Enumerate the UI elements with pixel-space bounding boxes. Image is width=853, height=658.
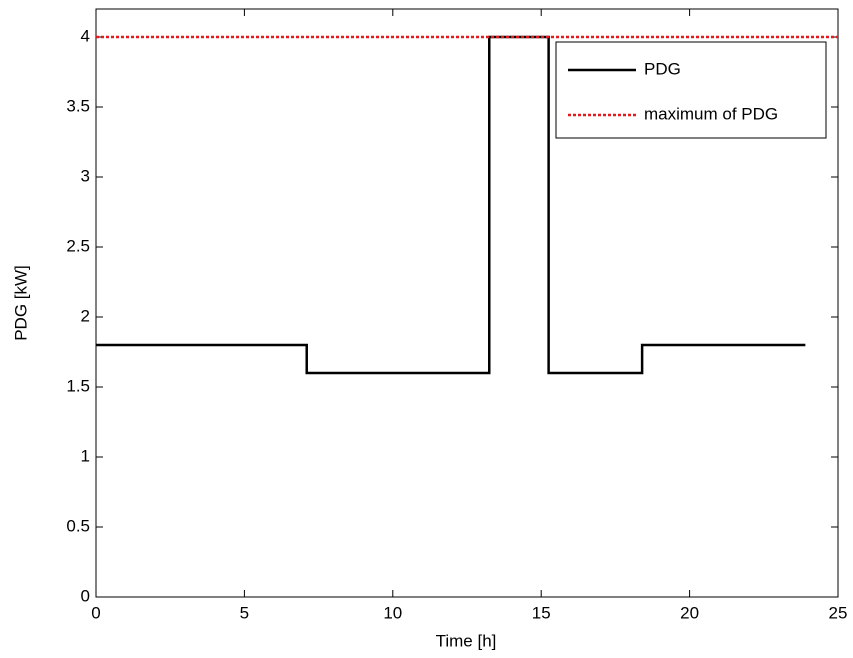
y-tick-label: 0.5 <box>66 516 90 535</box>
legend-label: maximum of PDG <box>644 104 778 123</box>
x-tick-label: 5 <box>240 603 249 622</box>
y-tick-label: 1 <box>81 446 90 465</box>
legend-label: PDG <box>644 59 681 78</box>
x-tick-label: 10 <box>383 603 402 622</box>
y-tick-label: 0 <box>81 586 90 605</box>
y-tick-label: 4 <box>81 26 90 45</box>
x-tick-label: 25 <box>829 603 848 622</box>
x-tick-label: 20 <box>680 603 699 622</box>
x-axis-label: Time [h] <box>436 631 497 650</box>
legend-box <box>555 41 827 139</box>
x-tick-label: 15 <box>532 603 551 622</box>
x-tick-label: 0 <box>91 603 100 622</box>
y-tick-label: 1.5 <box>66 376 90 395</box>
y-tick-label: 3 <box>81 166 90 185</box>
y-axis-label: PDG [kW] <box>11 265 30 341</box>
y-tick-label: 2.5 <box>66 236 90 255</box>
y-tick-label: 2 <box>81 306 90 325</box>
y-tick-label: 3.5 <box>66 96 90 115</box>
